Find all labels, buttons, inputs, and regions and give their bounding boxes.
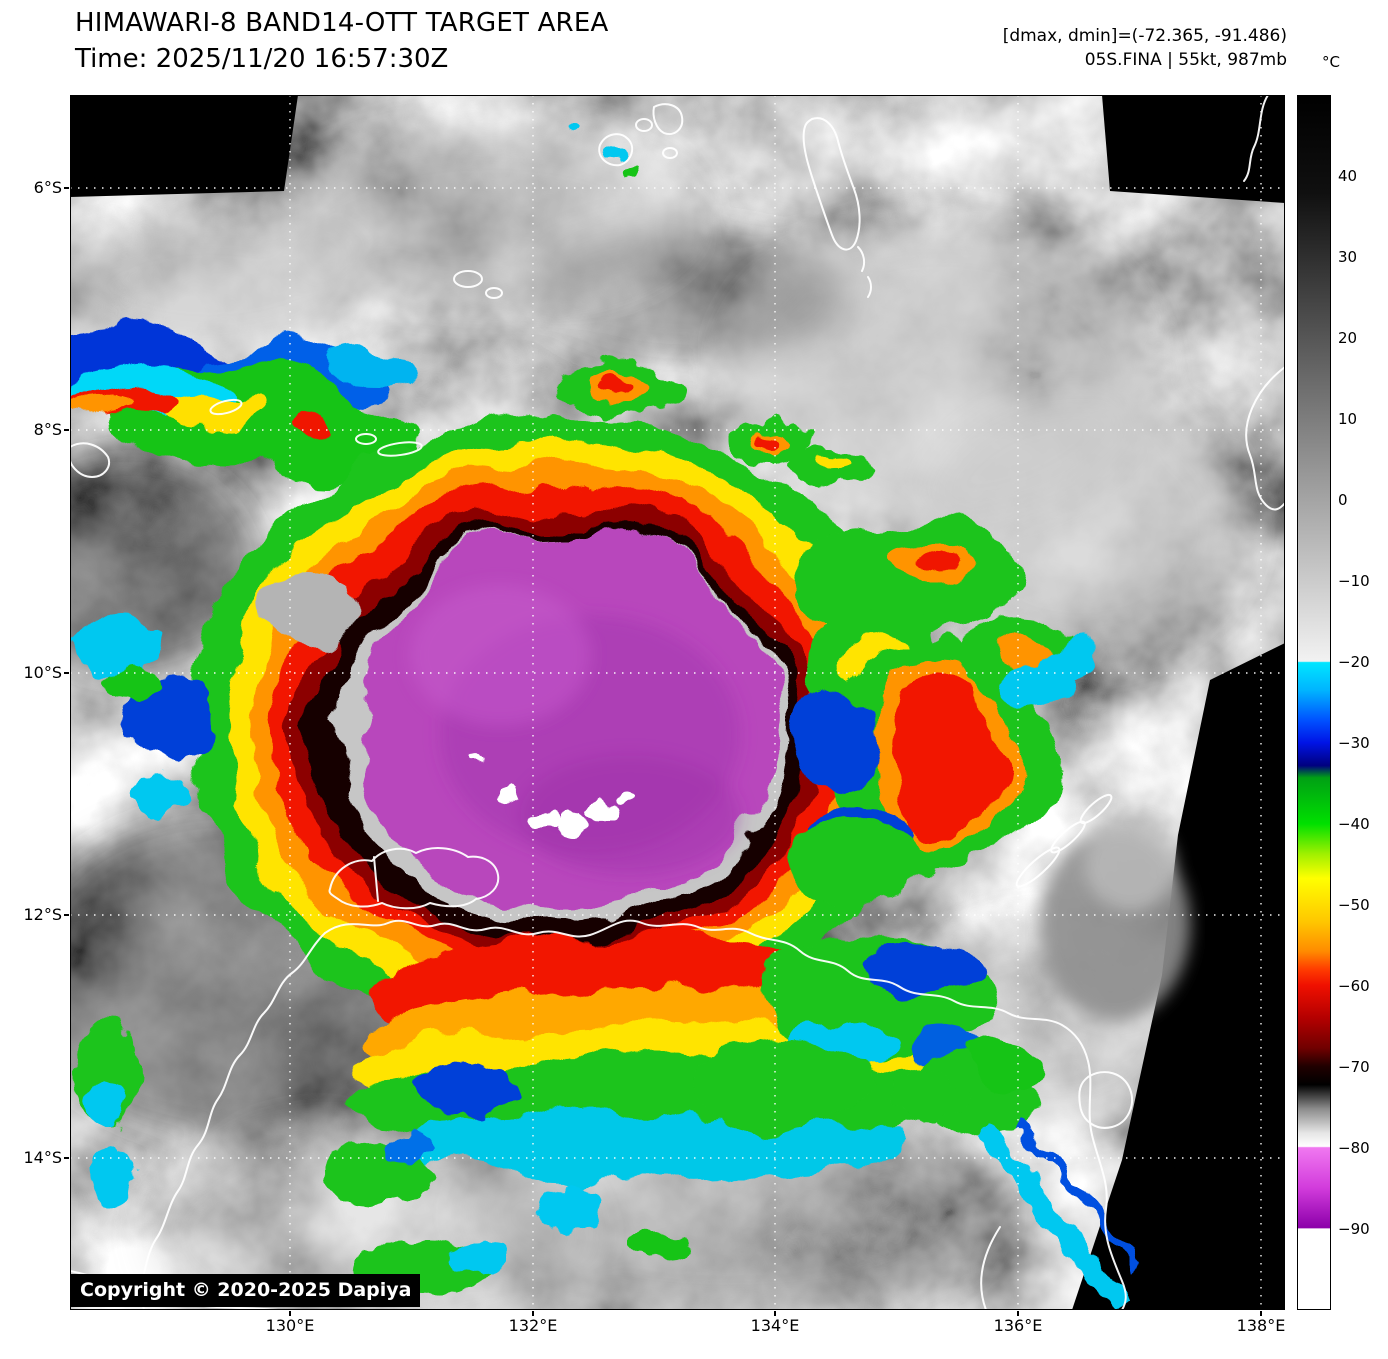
scattered-cells (76, 611, 1139, 1310)
colorbar-tick-label: 40 (1338, 167, 1358, 185)
coastlines (70, 95, 1285, 1310)
gulf-coast-extra (980, 1226, 1001, 1310)
eastern-convection (775, 519, 1098, 903)
colorbar-gradient (1297, 95, 1331, 1310)
top-right-island (1243, 95, 1269, 182)
colorbar-tick-label: −60 (1338, 977, 1370, 995)
x-tick-mark (532, 1311, 534, 1316)
southeast-convection (690, 935, 1045, 1133)
colorbar-tick-label: −50 (1338, 896, 1370, 914)
lon-tick-label: 138°E (1236, 1316, 1286, 1335)
lon-tick-label: 134°E (750, 1316, 800, 1335)
x-tick-mark (1260, 1311, 1262, 1316)
central-dense-overcast (353, 527, 777, 907)
colorbar-tick-label: −90 (1338, 1220, 1370, 1238)
small-island (652, 103, 684, 135)
lat-tick-label: 8°S (33, 420, 62, 439)
x-tick-mark (289, 1311, 291, 1316)
tanimbar-islands (802, 117, 872, 298)
colorbar-tick-label: 0 (1338, 491, 1348, 509)
colorbar-tick-label: −80 (1338, 1139, 1370, 1157)
y-tick-mark (64, 187, 69, 189)
wessel-island (1079, 793, 1113, 825)
colorbar-tick-label: −70 (1338, 1058, 1370, 1076)
colorbar-tick-label: 30 (1338, 248, 1358, 266)
small-island (377, 441, 423, 457)
island-bottom-right (1078, 1071, 1133, 1129)
y-tick-mark (64, 1157, 69, 1159)
babar-islands (598, 133, 634, 167)
lon-tick-label: 132°E (508, 1316, 558, 1335)
storm-info-label: 05S.FINA | 55kt, 987mb (1084, 50, 1287, 70)
small-island (635, 118, 653, 132)
left-edge-island (70, 442, 110, 478)
australia-west-coast (140, 932, 326, 1310)
y-tick-mark (64, 429, 69, 431)
page-title: HIMAWARI-8 BAND14-OTT TARGET AREA (75, 8, 609, 38)
small-island (453, 270, 483, 288)
small-island (662, 147, 678, 159)
copyright-badge: Copyright © 2020-2025 Dapiya (71, 1274, 421, 1307)
lat-tick-label: 10°S (23, 663, 62, 682)
small-island (485, 287, 503, 299)
small-island (355, 433, 377, 445)
y-tick-mark (64, 672, 69, 674)
dmax-dmin-label: [dmax, dmin]=(-72.365, -91.486) (1002, 26, 1287, 46)
timestamp-label: Time: 2025/11/20 16:57:30Z (75, 44, 449, 74)
colorbar-tick-label: −40 (1338, 815, 1370, 833)
x-tick-mark (774, 1311, 776, 1316)
plot-border (70, 95, 1285, 1310)
y-tick-mark (64, 914, 69, 916)
tiwi-islands (328, 847, 500, 910)
colorbar-tick-label: −30 (1338, 734, 1370, 752)
warm-clear-black-regions (70, 95, 1285, 1310)
north-convective-cells (556, 120, 870, 483)
lat-tick-label: 14°S (23, 1148, 62, 1167)
satellite-map-panel (70, 95, 1285, 1310)
nw-gray-notch (260, 577, 356, 649)
lon-tick-label: 136°E (993, 1316, 1043, 1335)
aru-islands (1245, 366, 1285, 511)
lat-tick-label: 12°S (23, 905, 62, 924)
satellite-image (70, 95, 1285, 1310)
lon-tick-label: 130°E (265, 1316, 315, 1335)
colorbar-tick-label: −20 (1338, 653, 1370, 671)
colorbar-unit-label: °C (1322, 53, 1340, 71)
colorbar-tick-label: 20 (1338, 329, 1358, 347)
small-island (209, 398, 243, 416)
lat-tick-label: 6°S (33, 178, 62, 197)
australia-north-coast (324, 919, 1127, 1310)
colorbar-tick-label: 10 (1338, 410, 1358, 428)
wessel-island (1015, 846, 1061, 888)
colorbar-tick-label: −10 (1338, 572, 1370, 590)
x-tick-mark (1017, 1311, 1019, 1316)
